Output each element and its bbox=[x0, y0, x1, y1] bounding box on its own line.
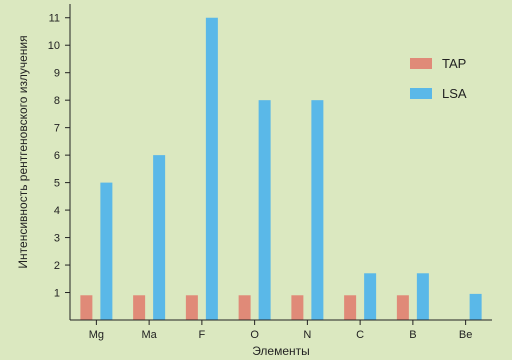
bar-lsa-b bbox=[416, 273, 429, 320]
bar-tap-mg bbox=[80, 295, 93, 320]
x-axis-label: Элементы bbox=[252, 344, 310, 358]
y-tick-label: 3 bbox=[54, 233, 60, 245]
bar-tap-ma bbox=[133, 295, 146, 320]
bars bbox=[80, 17, 482, 320]
bar-lsa-o bbox=[258, 100, 271, 320]
bar-tap-b bbox=[396, 295, 409, 320]
bar-tap-n bbox=[291, 295, 304, 320]
x-tick-label: Mg bbox=[89, 329, 104, 341]
x-tick-label: B bbox=[409, 329, 416, 341]
y-tick-label: 2 bbox=[54, 260, 60, 272]
x-tick-label: O bbox=[250, 329, 259, 341]
legend-label-tap: TAP bbox=[442, 56, 466, 71]
legend-swatch-tap bbox=[410, 58, 432, 69]
bar-lsa-c bbox=[364, 273, 377, 320]
y-axis-label: Интенсивность рентгеновского излучения bbox=[16, 35, 30, 268]
x-tick-label: Ma bbox=[141, 329, 157, 341]
bar-lsa-ma bbox=[153, 155, 166, 320]
y-tick-label: 6 bbox=[54, 150, 60, 162]
y-tick-label: 8 bbox=[54, 95, 60, 107]
bar-lsa-n bbox=[311, 100, 324, 320]
bar-lsa-be bbox=[469, 293, 482, 320]
x-tick-label: Be bbox=[459, 329, 472, 341]
legend: TAP LSA bbox=[410, 56, 467, 101]
y-tick-label: 7 bbox=[54, 123, 60, 135]
bar-lsa-f bbox=[205, 17, 218, 320]
legend-label-lsa: LSA bbox=[442, 86, 467, 101]
y-tick-label: 11 bbox=[49, 13, 60, 25]
y-tick-label: 9 bbox=[54, 68, 60, 80]
y-tick-label: 10 bbox=[48, 40, 60, 52]
legend-swatch-lsa bbox=[410, 88, 432, 99]
x-tick-label: C bbox=[356, 329, 364, 341]
bar-tap-f bbox=[185, 295, 198, 320]
y-tick-label: 5 bbox=[54, 178, 60, 190]
bar-tap-o bbox=[238, 295, 251, 320]
bar-lsa-mg bbox=[100, 182, 113, 320]
bar-tap-c bbox=[344, 295, 357, 320]
y-tick-label: 4 bbox=[54, 205, 60, 217]
y-tick-label: 1 bbox=[54, 288, 60, 300]
x-axis-ticks: Mg Ma F O N C B Be bbox=[89, 320, 472, 341]
y-axis-ticks: 1 2 3 4 5 6 7 8 9 10 11 bbox=[48, 13, 70, 300]
x-tick-label: F bbox=[199, 329, 206, 341]
x-tick-label: N bbox=[303, 329, 311, 341]
